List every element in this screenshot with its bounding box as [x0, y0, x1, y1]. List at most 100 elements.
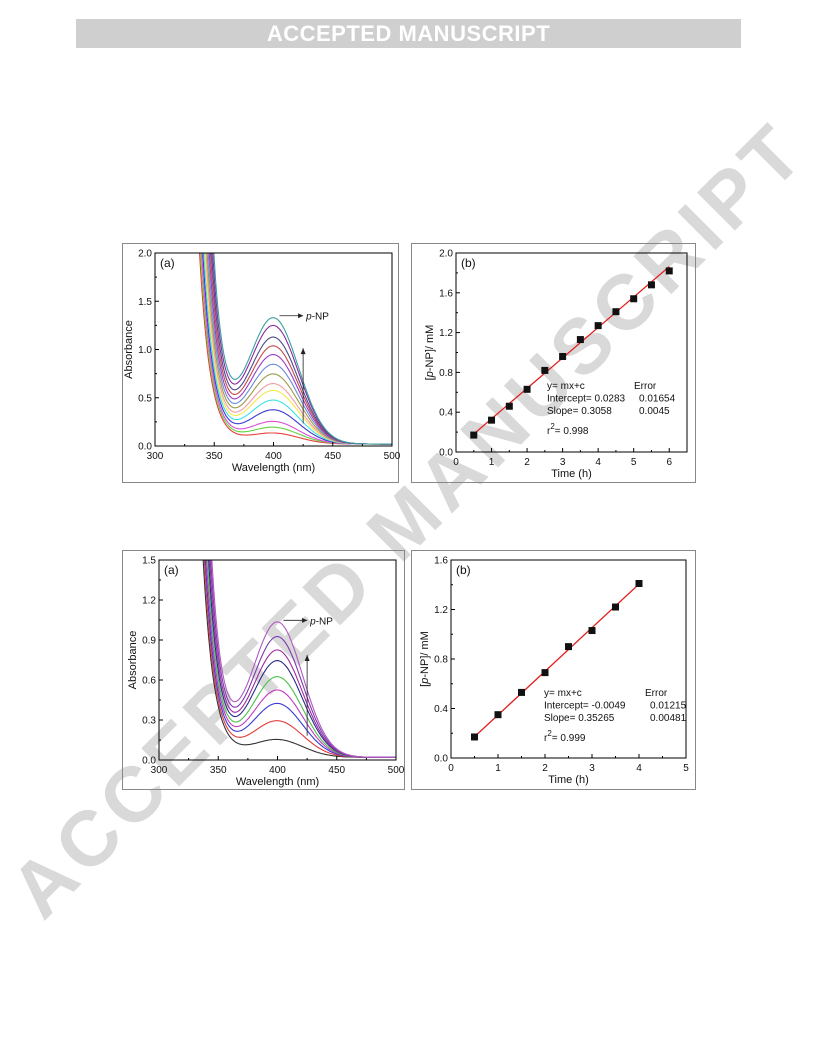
chart-svg: 300 350 400 450 500 0.0 0.3 0.6 0.9 1.2 1.5 Wavelen… [127, 556, 405, 789]
panel-label: (a) [160, 256, 175, 270]
intercept-text: Intercept= -0.0049 [544, 701, 626, 712]
y-tick-label: 0.9 [142, 636, 156, 647]
equation-text: y= mx+c [547, 381, 585, 392]
x-tick-label: 400 [265, 451, 282, 462]
x-tick-label: 450 [328, 765, 345, 776]
data-point [612, 308, 620, 316]
annotation-arrowhead [302, 617, 308, 623]
data-point [612, 603, 619, 611]
x-tick-label: 300 [147, 451, 164, 462]
x-tick-label: 0 [453, 457, 459, 468]
axes: 300 350 400 450 500 0.0 0.5 1.0 1.5 2.0 Wavelength… [123, 249, 401, 475]
increase-arrowhead [300, 348, 306, 355]
y-tick-label: 0.0 [434, 754, 448, 765]
accepted-manuscript-watermark: ACCEPTED MANUSCRIPT [0, 105, 816, 935]
x-tick-label: 3 [560, 457, 566, 468]
chart-svg: 0 1 2 3 4 5 6 0.0 0.4 0.8 1.2 1.6 2.0 Time (h) [p-NP]/… [424, 249, 688, 480]
data-point [523, 385, 531, 393]
x-tick-label: 3 [589, 763, 595, 774]
y-tick-label: 1.5 [142, 556, 156, 567]
axes: 300 350 400 450 500 0.0 0.3 0.6 0.9 1.2 1.5 Wavelen… [127, 556, 405, 789]
x-tick-label: 6 [666, 457, 672, 468]
chart-svg: 0 1 2 3 4 5 0.0 0.4 0.8 1.2 1.6 Time (h) [p-NP]/ mM (… [419, 556, 689, 787]
x-tick-label: 5 [683, 763, 689, 774]
fit-stats: y= mx+c Error Intercept= 0.0283 0.01654 Slop… [547, 381, 676, 437]
y-axis-label: [p-NP]/ mM [424, 325, 436, 381]
panel-label: (a) [164, 563, 179, 577]
y-tick-label: 1.6 [439, 288, 453, 299]
r-squared-text: r2= 0.999 [544, 729, 586, 744]
intercept-error-text: 0.01654 [639, 394, 676, 405]
axes: 0 1 2 3 4 5 6 0.0 0.4 0.8 1.2 1.6 2.0 Time (h) [p-NP]/… [424, 249, 688, 480]
x-tick-label: 1 [489, 457, 495, 468]
x-tick-label: 1 [495, 763, 501, 774]
slope-error-text: 0.0045 [639, 406, 670, 417]
y-tick-label: 2.0 [439, 249, 453, 260]
data-point [630, 295, 638, 303]
data-point [576, 336, 584, 344]
error-header: Error [634, 381, 657, 392]
r-squared-text: r2= 0.998 [547, 422, 589, 437]
data-point [494, 711, 502, 719]
kinetics-linear-fit-chart-1: 0 1 2 3 4 5 6 0.0 0.4 0.8 1.2 1.6 2.0 Time (h) [p-NP]/… [411, 243, 696, 483]
x-axis-label: Wavelength (nm) [236, 776, 319, 788]
x-tick-label: 4 [636, 763, 642, 774]
data-point [665, 267, 673, 275]
spectra-group [202, 560, 396, 758]
y-axis-label: Absorbance [123, 320, 135, 379]
x-tick-label: 400 [269, 765, 286, 776]
y-axis-label: Absorbance [127, 631, 139, 690]
x-tick-label: 0 [448, 763, 454, 774]
y-axis-label: [p-NP]/ mM [419, 631, 431, 687]
intercept-text: Intercept= 0.0283 [547, 394, 626, 405]
x-tick-label: 2 [524, 457, 530, 468]
y-tick-label: 0.4 [434, 704, 448, 715]
slope-error-text: 0.00481 [650, 713, 687, 724]
y-tick-label: 1.2 [434, 605, 448, 616]
slope-text: Slope= 0.3058 [547, 406, 612, 417]
intercept-error-text: 0.01215 [650, 701, 687, 712]
y-tick-label: 0.8 [434, 655, 448, 666]
y-tick-label: 0.0 [142, 756, 156, 767]
p-np-annotation: p-NP [309, 616, 333, 627]
annotation-arrowhead [298, 313, 304, 319]
spectrum-line [213, 253, 392, 445]
x-axis-label: Time (h) [551, 468, 592, 480]
x-axis-label: Wavelength (nm) [232, 462, 315, 474]
plot-frame [154, 252, 393, 447]
slope-text: Slope= 0.35265 [544, 713, 615, 724]
x-tick-label: 350 [210, 765, 227, 776]
y-tick-label: 0.8 [439, 368, 453, 379]
y-tick-label: 1.2 [142, 596, 156, 607]
y-tick-label: 2.0 [138, 249, 152, 260]
data-point [471, 733, 478, 741]
increase-arrowhead [304, 654, 310, 661]
data-point [488, 416, 496, 424]
fit-line [474, 583, 640, 738]
y-tick-label: 1.0 [138, 345, 152, 356]
x-tick-label: 4 [595, 457, 601, 468]
y-tick-label: 1.2 [439, 328, 453, 339]
data-point [635, 580, 643, 588]
x-axis-label: Time (h) [548, 774, 589, 786]
x-tick-label: 500 [384, 451, 401, 462]
y-tick-label: 1.6 [434, 556, 448, 567]
data-point [541, 669, 549, 677]
y-tick-label: 0.3 [142, 716, 156, 727]
y-tick-label: 0.4 [439, 408, 453, 419]
y-tick-label: 0.5 [138, 393, 152, 404]
data-point [541, 366, 549, 374]
plot-frame [158, 559, 397, 761]
spectra-group [199, 253, 392, 445]
data-point [559, 352, 567, 360]
kinetics-linear-fit-chart-2: 0 1 2 3 4 5 0.0 0.4 0.8 1.2 1.6 Time (h) [p-NP]/ mM (… [411, 550, 696, 790]
y-tick-label: 0.0 [439, 448, 453, 459]
data-point [594, 322, 602, 330]
accepted-manuscript-banner: ACCEPTED MANUSCRIPT [76, 19, 741, 48]
x-tick-label: 350 [206, 451, 223, 462]
data-point [565, 643, 572, 651]
p-np-annotation: p-NP [305, 312, 329, 323]
equation-text: y= mx+c [544, 688, 582, 699]
y-tick-label: 0.0 [138, 442, 152, 453]
panel-label: (b) [456, 563, 471, 577]
